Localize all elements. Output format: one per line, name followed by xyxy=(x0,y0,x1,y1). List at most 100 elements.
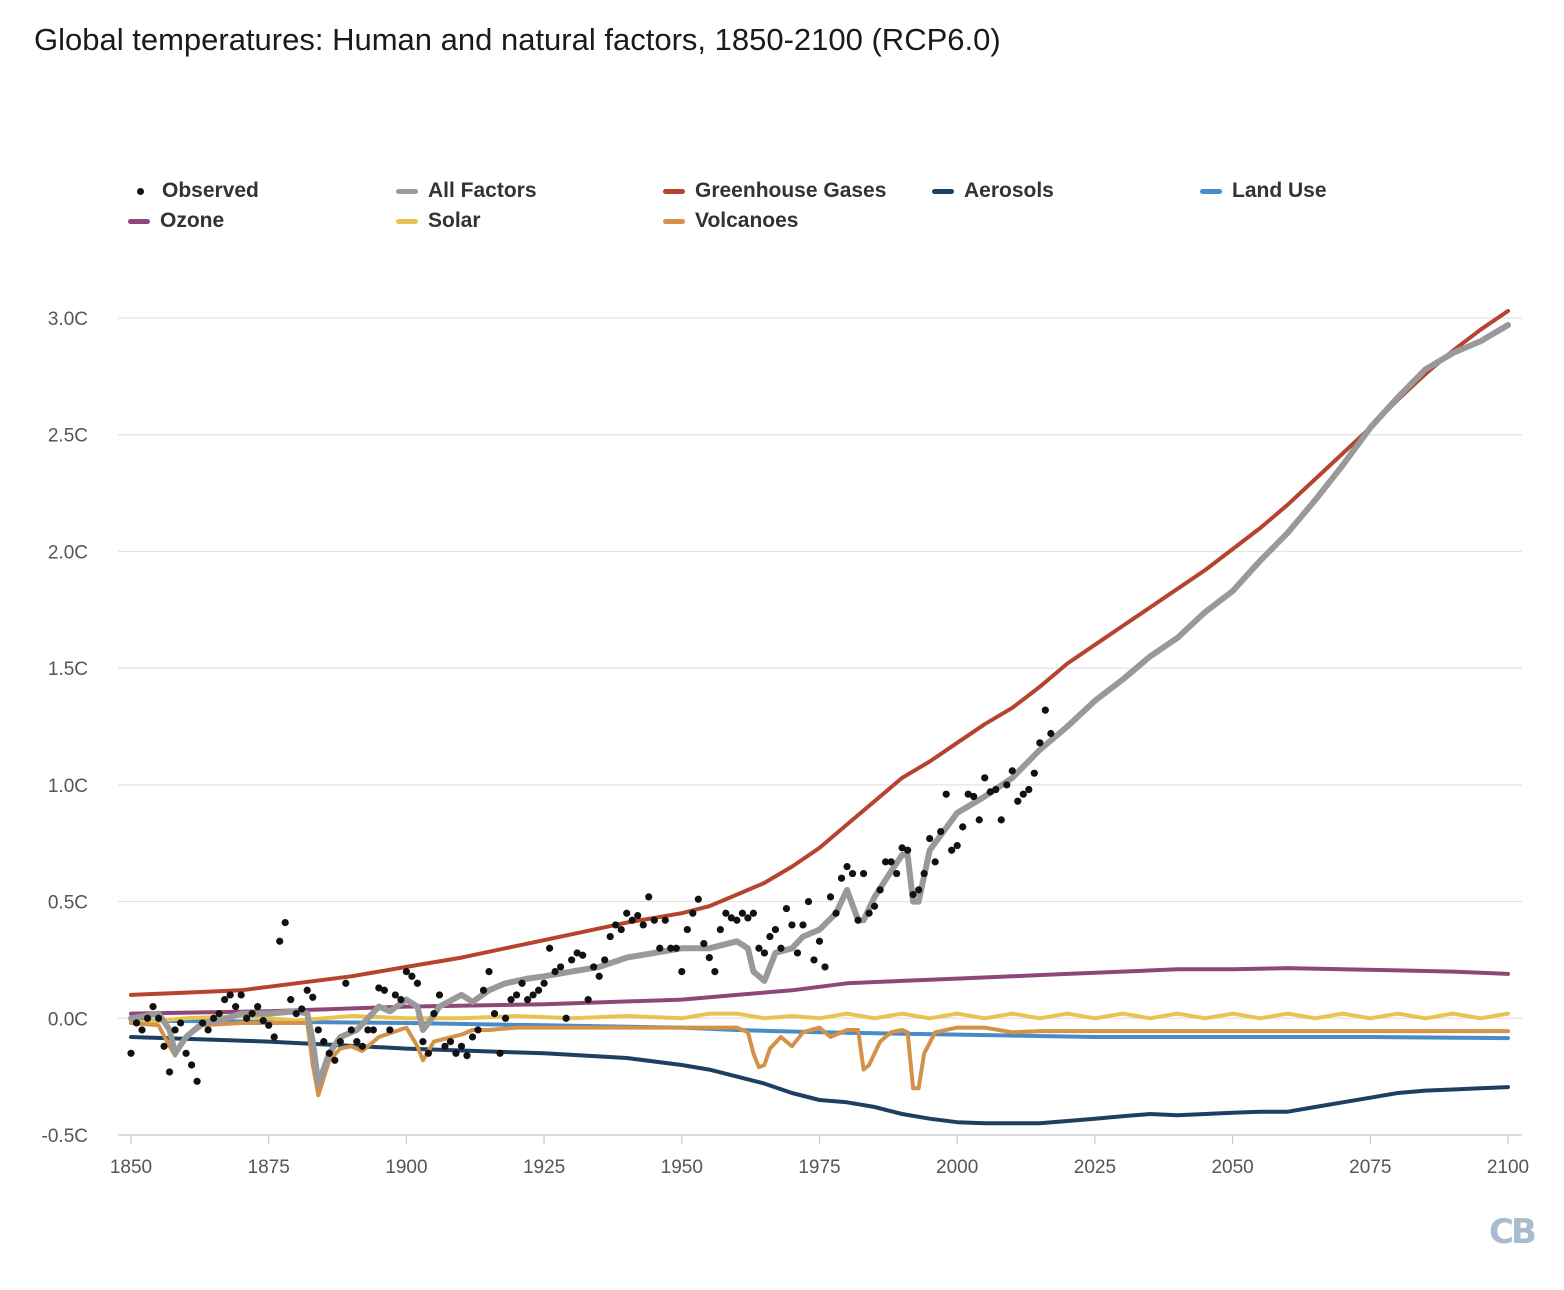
observed-point xyxy=(424,1049,433,1057)
x-tick-label: 2075 xyxy=(1349,1157,1391,1178)
observed-point xyxy=(237,991,245,999)
y-tick-label: -0.5C xyxy=(42,1126,88,1147)
observed-point xyxy=(755,944,763,952)
observed-point xyxy=(738,909,746,917)
observed-point xyxy=(364,1026,372,1034)
observed-point xyxy=(1025,785,1033,794)
volcanoes-swatch-icon xyxy=(663,218,685,224)
observed-point xyxy=(854,916,862,924)
x-axis: 1850 1875 1900 1925 1950 1975 2000 2025 2050 2075… xyxy=(110,1135,1529,1178)
observed-point xyxy=(1019,790,1027,798)
observed-point xyxy=(766,932,774,941)
observed-point xyxy=(953,841,961,850)
observed-point xyxy=(788,921,796,929)
observed-point xyxy=(722,909,730,917)
observed-point xyxy=(771,925,780,934)
observed-point xyxy=(386,1026,394,1034)
observed-point xyxy=(865,909,873,917)
y-tick-label: 0.0C xyxy=(48,1009,88,1030)
observed-point xyxy=(1047,729,1055,738)
legend-item-greenhouse-gases: Greenhouse Gases xyxy=(663,179,886,203)
y-tick-label: 3.0C xyxy=(48,309,88,330)
observed-point xyxy=(325,1049,333,1057)
legend-item-all-factors: All Factors xyxy=(396,179,537,203)
observed-point xyxy=(826,893,835,901)
observed-point xyxy=(590,963,598,971)
observed-point xyxy=(496,1049,504,1057)
observed-point xyxy=(1008,767,1016,775)
observed-point xyxy=(782,904,791,913)
observed-point xyxy=(716,925,724,934)
observed-point xyxy=(254,1003,262,1011)
observed-point xyxy=(215,1010,223,1018)
observed-point xyxy=(992,785,1000,794)
legend-label-land-use: Land Use xyxy=(1232,179,1327,202)
observed-point xyxy=(320,1038,328,1046)
observed-point xyxy=(1041,706,1049,714)
observed-point xyxy=(579,951,587,959)
observed-point xyxy=(893,869,901,878)
observed-point xyxy=(292,1010,300,1018)
legend-label-greenhouse-gases: Greenhouse Gases xyxy=(695,179,887,202)
observed-point xyxy=(402,968,410,976)
observed-point xyxy=(546,944,554,952)
observed-point xyxy=(485,968,493,976)
land-use-swatch-icon xyxy=(1200,188,1222,194)
observed-point xyxy=(678,968,686,976)
observed-point xyxy=(683,925,691,934)
observed-point xyxy=(441,1042,449,1050)
observed-point xyxy=(557,963,565,971)
observed-point xyxy=(358,1042,366,1050)
x-tick-label: 1925 xyxy=(523,1157,565,1178)
observed-point xyxy=(507,996,515,1004)
observed-point xyxy=(474,1026,482,1034)
observed-point xyxy=(650,916,658,924)
observed-point xyxy=(369,1026,377,1034)
observed-point xyxy=(915,886,923,894)
observed-point xyxy=(859,869,868,878)
legend-label-volcanoes: Volcanoes xyxy=(695,209,799,232)
observed-point xyxy=(904,846,912,854)
observed-point xyxy=(463,1052,471,1060)
observed-point xyxy=(435,991,444,999)
observed-point xyxy=(645,893,653,901)
observed-point xyxy=(793,949,802,957)
legend-label-observed: Observed xyxy=(162,179,259,202)
observed-point xyxy=(127,1049,135,1057)
observed-point xyxy=(937,827,945,836)
observed-point xyxy=(413,979,422,987)
observed-point xyxy=(848,869,857,878)
x-tick-label: 1950 xyxy=(661,1157,703,1178)
series-lines xyxy=(128,309,1511,1126)
observed-point xyxy=(970,792,978,801)
observed-point xyxy=(656,944,664,952)
observed-points xyxy=(127,706,1055,1085)
observed-point xyxy=(138,1026,146,1034)
legend-item-aerosols: Aerosols xyxy=(932,179,1054,203)
observed-point xyxy=(843,862,851,871)
observed-point xyxy=(799,921,807,929)
observed-point xyxy=(810,956,818,964)
series-line-aerosols xyxy=(129,1035,1510,1126)
y-tick-label: 2.0C xyxy=(48,542,88,563)
observed-point xyxy=(870,902,879,910)
observed-point xyxy=(298,1005,306,1013)
observed-point xyxy=(204,1026,212,1034)
observed-point xyxy=(314,1026,322,1034)
observed-point xyxy=(986,788,994,796)
observed-point xyxy=(562,1014,570,1022)
observed-point xyxy=(909,890,917,899)
observed-point xyxy=(287,996,295,1004)
observed-point xyxy=(997,816,1005,824)
x-tick-label: 2000 xyxy=(936,1157,978,1178)
observed-point xyxy=(623,909,631,917)
observed-point xyxy=(529,991,537,999)
observed-point xyxy=(408,972,416,980)
observed-point xyxy=(176,1019,185,1027)
observed-point xyxy=(601,956,609,964)
observed-point xyxy=(479,986,488,994)
observed-point xyxy=(661,916,669,924)
observed-point xyxy=(832,909,840,917)
observed-point xyxy=(353,1038,361,1046)
y-axis: -0.5C 0.0C 0.5C 1.0C 1.5C 2.0C 2.5C 3.0C xyxy=(42,309,88,1147)
